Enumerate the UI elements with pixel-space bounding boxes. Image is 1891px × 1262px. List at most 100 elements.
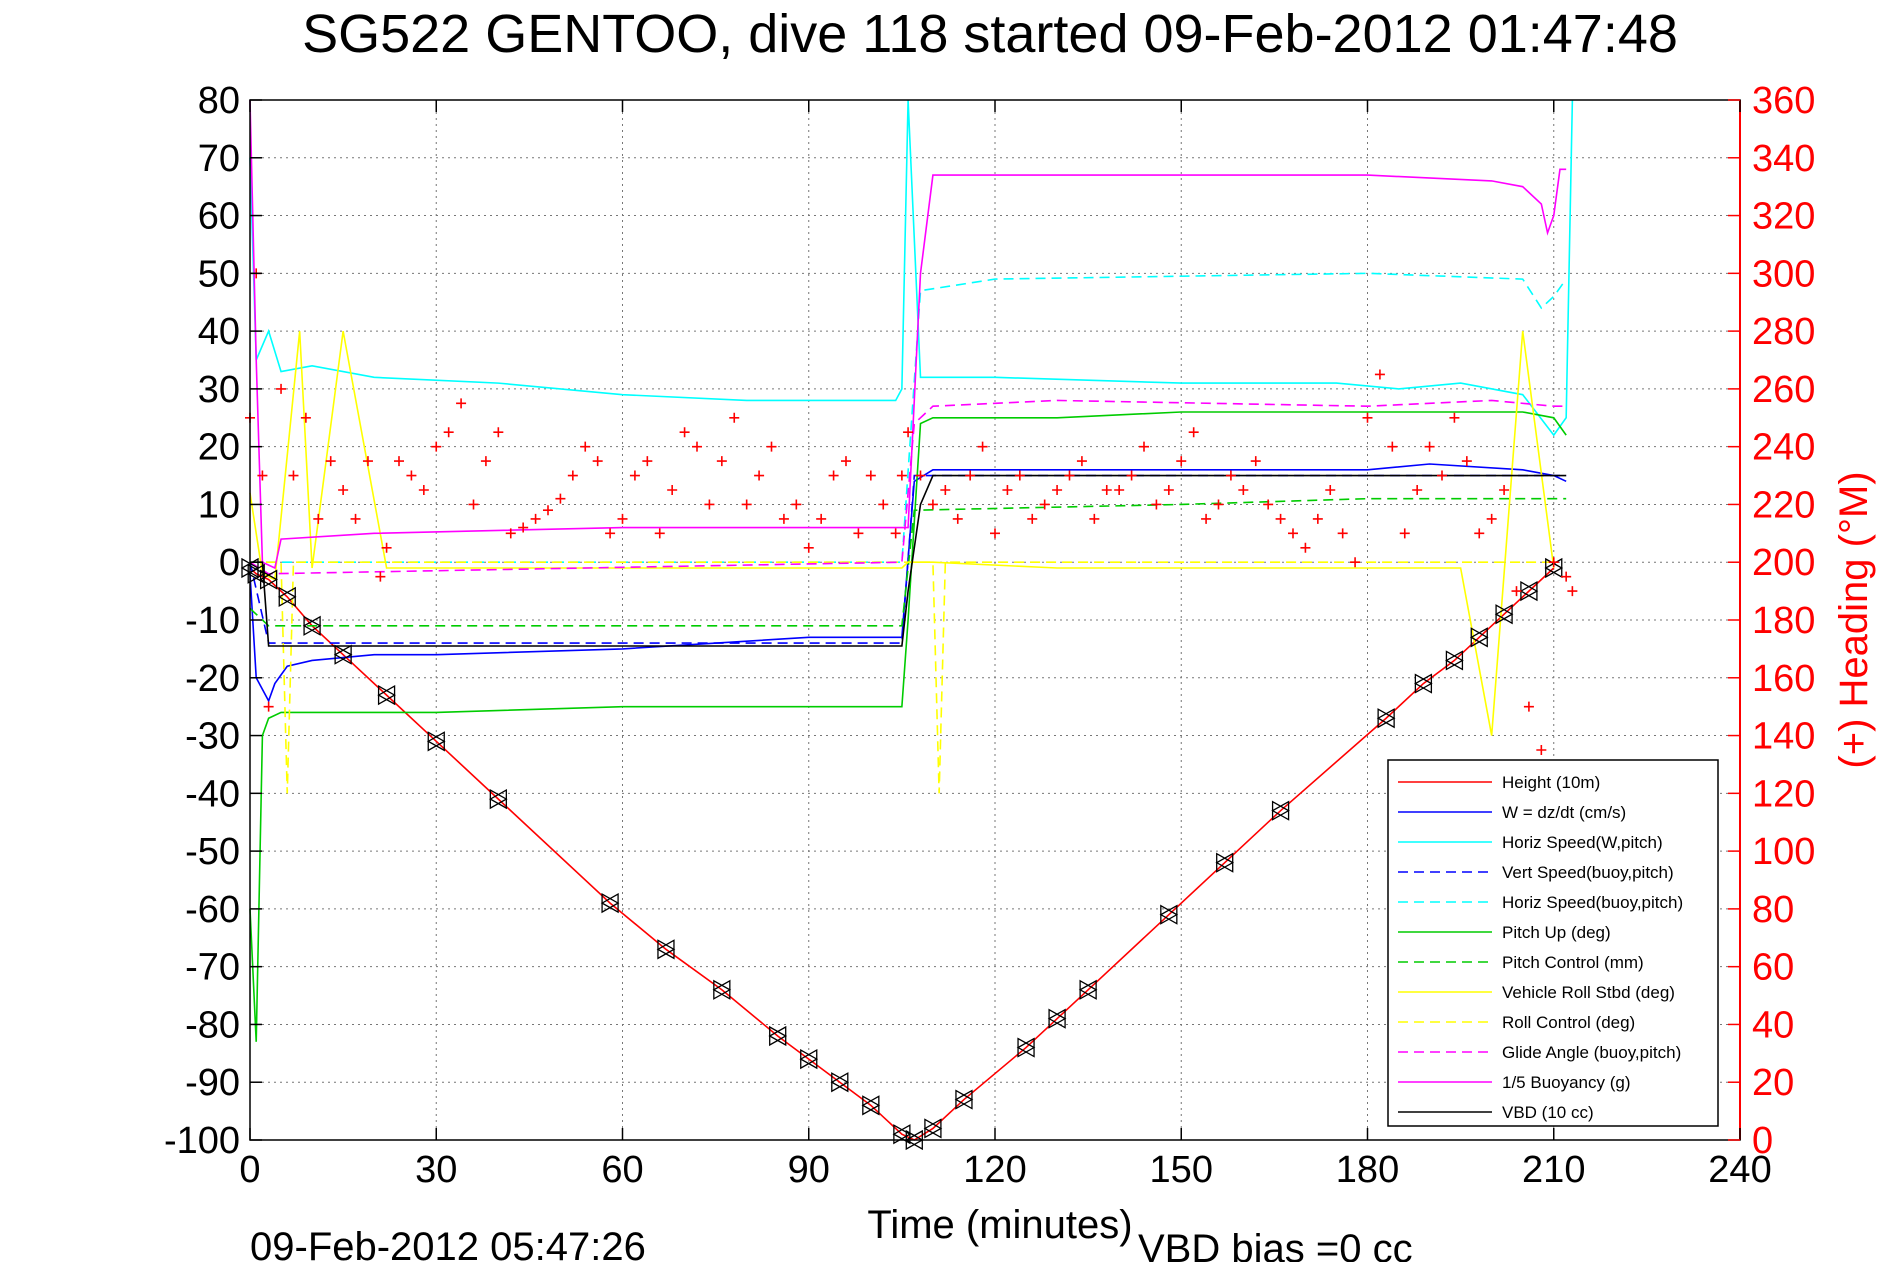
heading-point [667, 485, 678, 495]
height-marker [861, 1095, 880, 1116]
heading-point [754, 470, 765, 481]
y-tick-label: 0 [219, 542, 240, 584]
heading-point [1536, 745, 1547, 755]
x-tick-label: 60 [601, 1149, 643, 1191]
heading-point [1449, 412, 1460, 423]
heading-point [406, 470, 417, 481]
legend-label: Vehicle Roll Stbd (deg) [1502, 983, 1675, 1002]
heading-points [245, 268, 1578, 755]
x-tick-label: 120 [963, 1149, 1026, 1191]
heading-point [1399, 528, 1410, 539]
heading-point [263, 701, 274, 712]
y-axis-ticks: 80 70 60 50 40 30 20 10 0 -10 -20 -30 -40 -50 -60 -70 -8… [164, 80, 262, 1162]
heading-point [555, 493, 566, 504]
heading-point [1176, 456, 1187, 467]
heading-point [443, 427, 454, 438]
heading-point [1300, 542, 1311, 553]
heading-point [865, 470, 876, 481]
height-marker [333, 644, 352, 665]
heading-point [1461, 456, 1472, 467]
heading-point [1387, 441, 1398, 452]
heading-point [1523, 701, 1534, 712]
heading-point [1002, 485, 1013, 495]
x-tick-label: 90 [788, 1149, 830, 1191]
height-marker [1159, 904, 1178, 925]
series-line-5 [249, 411, 1567, 1042]
heading-point [1312, 513, 1323, 524]
height-marker [1271, 800, 1290, 821]
heading-point [729, 412, 740, 423]
height-marker [656, 939, 675, 960]
heading-point [1567, 586, 1578, 597]
legend-box [1387, 759, 1719, 1127]
legend-label: Horiz Speed(buoy,pitch) [1502, 893, 1683, 912]
heading-point [1511, 586, 1522, 597]
heading-point [1437, 470, 1447, 481]
series-line-0 [249, 567, 1555, 1141]
y-tick-label: -90 [185, 1062, 240, 1104]
heading-point [1188, 427, 1199, 438]
y2-tick-label: 160 [1752, 658, 1815, 700]
y2-tick-label: 280 [1752, 311, 1815, 353]
x-tick-label: 180 [1336, 1149, 1399, 1191]
legend: Height (10m) W = dz/dt (cm/s) Horiz Speed(… [1387, 759, 1719, 1127]
series-line-7 [249, 330, 1555, 736]
y-tick-label: 60 [198, 196, 240, 238]
heading-point [300, 412, 311, 423]
heading-point [617, 513, 628, 524]
x-tick-label: 150 [1150, 1149, 1213, 1191]
heading-point [816, 513, 827, 524]
chart-title: SG522 GENTOO, dive 118 started 09-Feb-20… [302, 4, 1678, 64]
height-marker [246, 563, 265, 584]
x-axis-label: Time (minutes) [867, 1203, 1132, 1247]
heading-point [394, 456, 404, 467]
series-line-9 [249, 399, 1567, 575]
y2-tick-label: 140 [1752, 716, 1815, 758]
height-marker [277, 586, 296, 608]
y2-tick-label: 220 [1752, 484, 1815, 526]
heading-point [1225, 470, 1236, 481]
legend-label: Horiz Speed(W,pitch) [1502, 833, 1663, 852]
heading-point [1275, 513, 1286, 524]
heading-point [716, 456, 727, 467]
y2-tick-label: 20 [1752, 1062, 1794, 1104]
heading-point [1213, 499, 1224, 510]
heading-point [791, 499, 802, 510]
y2-tick-label: 360 [1752, 80, 1815, 122]
footer-timestamp: 09-Feb-2012 05:47:26 [250, 1225, 646, 1262]
heading-point [1114, 485, 1125, 495]
y2-tick-label: 60 [1752, 947, 1794, 989]
y-tick-label: -60 [185, 889, 240, 931]
height-marker [1469, 627, 1488, 648]
heading-point [853, 528, 864, 539]
height-marker [1376, 708, 1395, 729]
heading-point [828, 470, 839, 481]
legend-label: Glide Angle (buoy,pitch) [1502, 1043, 1681, 1062]
heading-point [1027, 513, 1038, 524]
heading-point [456, 398, 467, 409]
height-marker [1494, 604, 1513, 625]
legend-label: Pitch Up (deg) [1502, 923, 1611, 942]
heading-point [890, 528, 901, 539]
heading-point [518, 522, 529, 533]
height-markers [240, 557, 1564, 1151]
y2-tick-label: 240 [1752, 427, 1815, 469]
y2-tick-label: 40 [1752, 1004, 1794, 1046]
legend-label: Vert Speed(buoy,pitch) [1502, 863, 1674, 882]
heading-point [878, 499, 889, 510]
heading-point [778, 513, 789, 524]
heading-point [313, 513, 324, 524]
y2-tick-label: 120 [1752, 773, 1815, 815]
height-marker [1414, 673, 1433, 694]
x-axis-ticks: 0 30 60 90 120 150 180 210 240 [239, 100, 1772, 1191]
heading-point [977, 441, 988, 452]
heading-point [766, 441, 777, 452]
height-marker [923, 1118, 942, 1139]
height-marker [892, 1124, 911, 1145]
heading-point [1101, 485, 1112, 495]
heading-point [1064, 470, 1075, 481]
heading-point [1014, 470, 1025, 481]
heading-point [1052, 485, 1063, 495]
y-tick-label: 10 [198, 484, 240, 526]
heading-point [1238, 485, 1249, 495]
